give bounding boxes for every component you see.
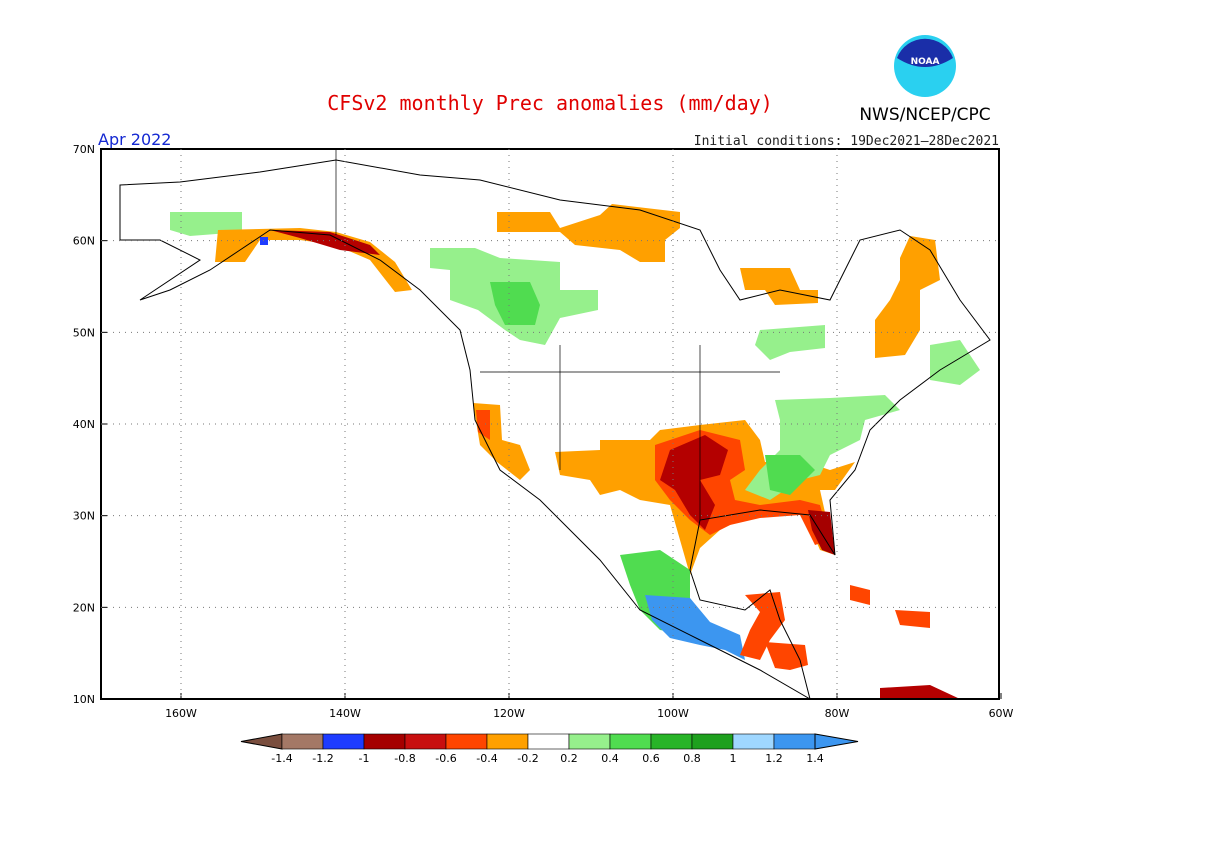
lon-tick-label: 100W — [657, 707, 689, 720]
colorbar-label: 1.4 — [806, 752, 824, 765]
colorbar-box — [732, 733, 775, 750]
colorbar-box — [691, 733, 734, 750]
lat-tick-label: 30N — [73, 510, 95, 523]
lat-tick-label: 10N — [73, 693, 95, 706]
anomaly-region — [270, 230, 380, 255]
anomaly-region — [880, 685, 960, 699]
borders — [335, 150, 780, 520]
lat-tick-label: 20N — [73, 601, 95, 614]
lat-tick-label: 60N — [73, 235, 95, 248]
colorbar-label: 0.6 — [642, 752, 660, 765]
anomaly-region — [740, 268, 818, 305]
colorbar-box — [486, 733, 529, 750]
colorbar-label: -1.4 — [271, 752, 292, 765]
colorbar-arrow — [814, 733, 859, 750]
anomaly-region — [476, 410, 490, 440]
lon-tick-label: 120W — [493, 707, 525, 720]
agency: NWS/NCEP/CPC — [859, 105, 990, 125]
map-area — [100, 148, 1002, 701]
noaa-logo: NOAA — [894, 35, 956, 97]
colorbar-label: -1 — [359, 752, 370, 765]
colorbar-label: 1.2 — [765, 752, 783, 765]
colorbar-label: 1 — [730, 752, 737, 765]
title: CFSv2 monthly Prec anomalies (mm/day) — [327, 91, 773, 115]
colorbar-box — [527, 733, 570, 750]
anomaly-region — [645, 595, 745, 660]
colorbar-box — [363, 733, 406, 750]
lat-tick-label: 40N — [73, 418, 95, 431]
colorbar-box — [609, 733, 652, 750]
colorbar-box — [650, 733, 693, 750]
anomaly-region — [765, 642, 808, 670]
colorbar-box — [281, 733, 324, 750]
anomaly-region — [850, 585, 870, 605]
colorbar-label: -0.2 — [517, 752, 538, 765]
colorbar-label: -0.8 — [394, 752, 415, 765]
subtitle: Apr 2022 — [98, 130, 171, 149]
colorbar-label: -0.6 — [435, 752, 456, 765]
initial-conditions: Initial conditions: 19Dec2021–28Dec2021 — [694, 134, 999, 149]
coastline — [119, 159, 991, 701]
colorbar-box — [404, 733, 447, 750]
anomaly-region — [755, 325, 825, 360]
colorbar-label: -1.2 — [312, 752, 333, 765]
logo-top — [897, 38, 953, 67]
anomaly-region — [660, 435, 728, 530]
anomaly-region — [930, 340, 980, 385]
anomaly-region — [895, 610, 930, 628]
colorbar-label: -0.4 — [476, 752, 497, 765]
lat-tick-label: 70N — [73, 143, 95, 156]
colorbar-label: 0.8 — [683, 752, 701, 765]
anomaly-region — [765, 455, 815, 495]
colorbar-label: 0.2 — [560, 752, 578, 765]
lon-tick-label: 80W — [825, 707, 850, 720]
lon-tick-label: 60W — [989, 707, 1014, 720]
colorbar-box — [445, 733, 488, 750]
colorbar-box — [322, 733, 365, 750]
anomaly-region — [497, 204, 680, 262]
logo-text: NOAA — [911, 57, 940, 67]
anomaly-region — [740, 592, 785, 660]
lon-tick-label: 160W — [165, 707, 197, 720]
colorbar-box — [568, 733, 611, 750]
anomaly-region — [875, 236, 940, 358]
lat-tick-label: 50N — [73, 326, 95, 339]
anomaly-region — [490, 282, 540, 325]
colorbar-label: 0.4 — [601, 752, 619, 765]
lon-tick-label: 140W — [329, 707, 361, 720]
anomaly-field — [170, 204, 980, 699]
colorbar-box — [773, 733, 816, 750]
